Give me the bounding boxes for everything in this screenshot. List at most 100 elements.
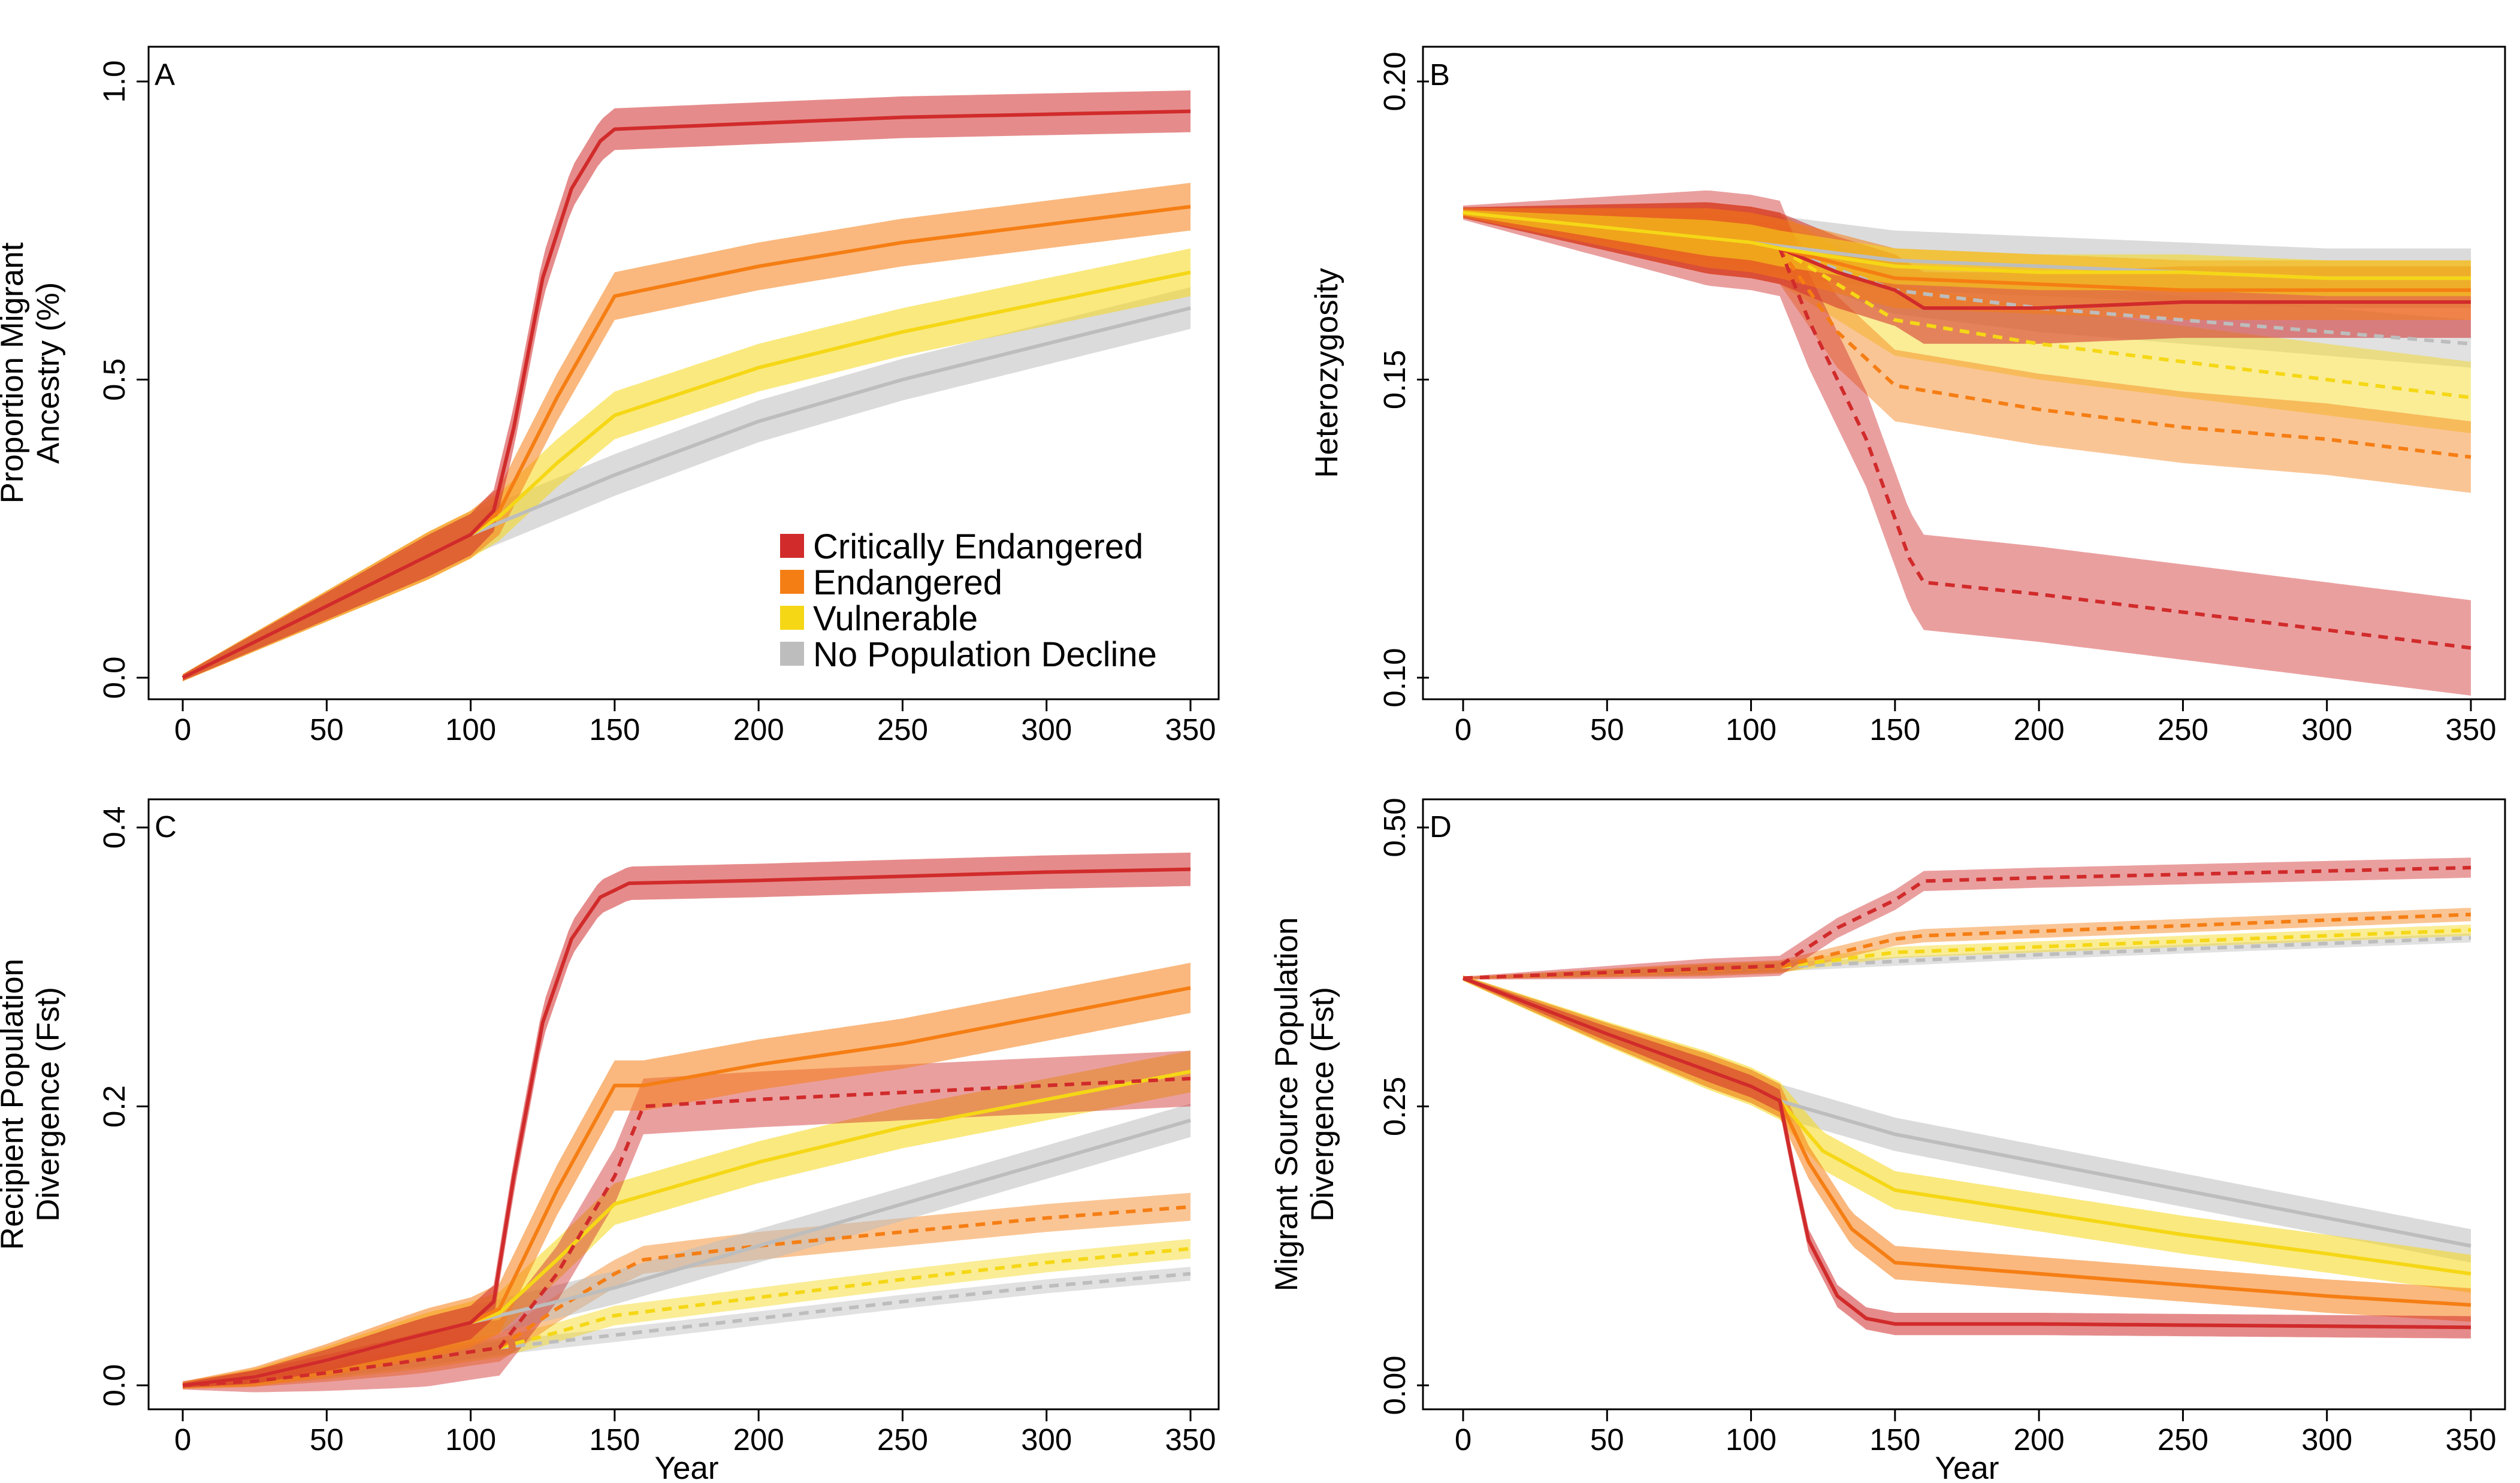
panel-b-x-tick-label: 300 (2301, 712, 2352, 747)
panel-a-frame (147, 46, 1220, 700)
panel-a-line-3 (182, 109, 1191, 679)
panel-c-y-tick-label: 0.2 (97, 1085, 131, 1128)
panel-a-x-tick-label: 300 (1021, 712, 1072, 747)
panel-a-axes: 0 50 100 150 200 250 300 350 0.0 0.5 1.0 Proportion… (0, 61, 1216, 747)
panel-c-x-tick-label: 350 (1165, 1422, 1216, 1457)
panel-b-y-axis-label: Heterozygosity (1309, 268, 1344, 478)
panel-a-lines (182, 109, 1191, 679)
legend-label-critically-endangered: Critically Endangered (813, 527, 1143, 566)
panel-a-x-tick-label: 200 (733, 712, 784, 747)
panel-d-x-tick-label: 0 (1455, 1422, 1471, 1457)
panel-c-y-tick-label: 0.0 (97, 1364, 131, 1407)
panel-b-x-tick-label: 0 (1455, 712, 1471, 747)
panel-b-frame (1422, 46, 2506, 700)
panel-d-x-tick-label: 100 (1726, 1422, 1776, 1457)
panel-d-line-1 (1463, 928, 2471, 980)
legend-swatch-critically-endangered (780, 534, 804, 558)
panel-d-x-tick-label: 300 (2301, 1422, 2352, 1457)
legend-swatch-no-population-decline (780, 642, 804, 666)
panel-c-x-tick-label: 250 (877, 1422, 928, 1457)
panel-a-x-tick-label: 50 (310, 712, 344, 747)
panel-d-y-tick-label: 0.00 (1377, 1355, 1412, 1415)
panel-b-band-4 (1463, 190, 2471, 696)
panel-d-x-tick-label: 250 (2158, 1422, 2208, 1457)
panel-c-line-5 (182, 1077, 1191, 1387)
panel-c-x-tick-label: 300 (1021, 1422, 1072, 1457)
panel-c-y-axis-label: Recipient Population (0, 959, 30, 1250)
panel-b-x-tick-label: 50 (1590, 712, 1624, 747)
panel-b-bands (1463, 190, 2471, 696)
panel-b-x-tick-label: 100 (1726, 712, 1776, 747)
panel-b-x-tick-label: 350 (2445, 712, 2496, 747)
panel-d-x-tick-label: 350 (2445, 1422, 2496, 1457)
panel-a-y-axis-label: Ancestry (%) (31, 282, 66, 464)
panel-b-x-tick-label: 200 (2014, 712, 2065, 747)
legend-label-vulnerable: Vulnerable (813, 599, 978, 638)
panel-c-x-tick-label: 50 (310, 1422, 344, 1457)
panel-c-x-tick-label: 200 (733, 1422, 784, 1457)
panel-d-x-tick-label: 50 (1590, 1422, 1624, 1457)
panel-d-band-4 (1463, 975, 2471, 1263)
panel-c-x-tick-label: 0 (174, 1422, 191, 1457)
panel-b-x-tick-label: 150 (1869, 712, 1920, 747)
panel-d-line-0 (1463, 936, 2471, 980)
panel-c-x-axis-label: Year (654, 1451, 718, 1483)
panel-c-y-axis-label: Divergence (Fst) (31, 987, 66, 1222)
panel-b-lines (1463, 210, 2471, 650)
panel-d-band-7 (1463, 976, 2471, 1339)
panel-c-frame (147, 798, 1220, 1410)
legend-label-no-population-decline: No Population Decline (813, 635, 1157, 674)
panel-c-x-tick-label: 100 (445, 1422, 496, 1457)
panel-d-y-axis-label: Migrant Source Population (1269, 917, 1304, 1292)
panel-b-label: B (1430, 58, 1450, 92)
panel-a: 0 50 100 150 200 250 300 350 0.0 0.5 1.0 Proportion… (0, 46, 1220, 747)
panel-a-bands (183, 90, 1190, 682)
panel-d: 0 50 100 150 200 250 300 350 0.00 0.25 0.50 Migrant… (1269, 798, 2506, 1483)
panel-b-x-tick-label: 250 (2158, 712, 2208, 747)
panel-a-x-tick-label: 250 (877, 712, 928, 747)
panel-a-x-tick-label: 0 (174, 712, 191, 747)
panel-b: 0 50 100 150 200 250 300 350 0.10 0.15 0.20 Heteroz… (1309, 46, 2506, 747)
panel-c-band-2 (183, 1192, 1190, 1388)
panel-d-line-7 (1462, 976, 2471, 1330)
panel-c-lines (182, 867, 1191, 1387)
panel-d-x-axis-label: Year (1935, 1451, 1999, 1483)
panel-c: 0 50 100 150 200 250 300 350 0.0 0.2 0.4 Recipient … (0, 798, 1220, 1483)
panel-d-y-axis-label: Divergence (Fst) (1305, 987, 1340, 1222)
panel-a-band-3 (183, 90, 1190, 681)
panel-b-y-tick-label: 0.15 (1377, 350, 1412, 409)
panel-d-frame (1422, 798, 2506, 1410)
panel-a-y-tick-label: 0.5 (97, 358, 131, 401)
panel-b-band-3 (1463, 202, 2471, 493)
legend: Critically Endangered Endangered Vulnera… (780, 527, 1157, 674)
legend-swatch-vulnerable (780, 606, 804, 630)
panel-d-label: D (1430, 810, 1452, 844)
panel-d-band-5 (1463, 975, 2471, 1293)
panel-b-y-tick-label: 0.20 (1377, 52, 1412, 111)
legend-label-endangered: Endangered (813, 563, 1002, 602)
panel-b-line-7 (1463, 210, 2471, 280)
panel-a-y-axis-label: Proportion Migrant (0, 242, 30, 503)
panel-d-y-tick-label: 0.25 (1377, 1077, 1412, 1136)
panel-b-axes: 0 50 100 150 200 250 300 350 0.10 0.15 0.20 Heteroz… (1309, 52, 2497, 747)
panel-c-x-tick-label: 150 (589, 1422, 640, 1457)
panel-d-line-3 (1463, 866, 2471, 980)
panel-c-y-tick-label: 0.4 (97, 807, 131, 849)
panel-c-band-4 (183, 1050, 1190, 1389)
panel-c-line-2 (182, 1205, 1191, 1387)
panel-a-y-tick-label: 1.0 (97, 61, 131, 103)
panel-d-line-2 (1463, 913, 2471, 980)
panel-d-axes: 0 50 100 150 200 250 300 350 0.00 0.25 0.50 Migrant… (1269, 798, 2497, 1483)
panel-c-line-7 (182, 867, 1191, 1387)
panel-c-axes: 0 50 100 150 200 250 300 350 0.0 0.2 0.4 Recipient … (0, 807, 1216, 1483)
panel-d-x-tick-label: 200 (2014, 1422, 2065, 1457)
legend-swatch-endangered (780, 570, 804, 594)
panel-d-lines (1462, 866, 2471, 1330)
panel-a-band-0 (183, 287, 1190, 681)
panel-b-y-tick-label: 0.10 (1377, 648, 1412, 707)
panel-a-label: A (155, 58, 175, 92)
panel-a-x-tick-label: 150 (589, 712, 640, 747)
panel-a-x-tick-label: 350 (1165, 712, 1216, 747)
